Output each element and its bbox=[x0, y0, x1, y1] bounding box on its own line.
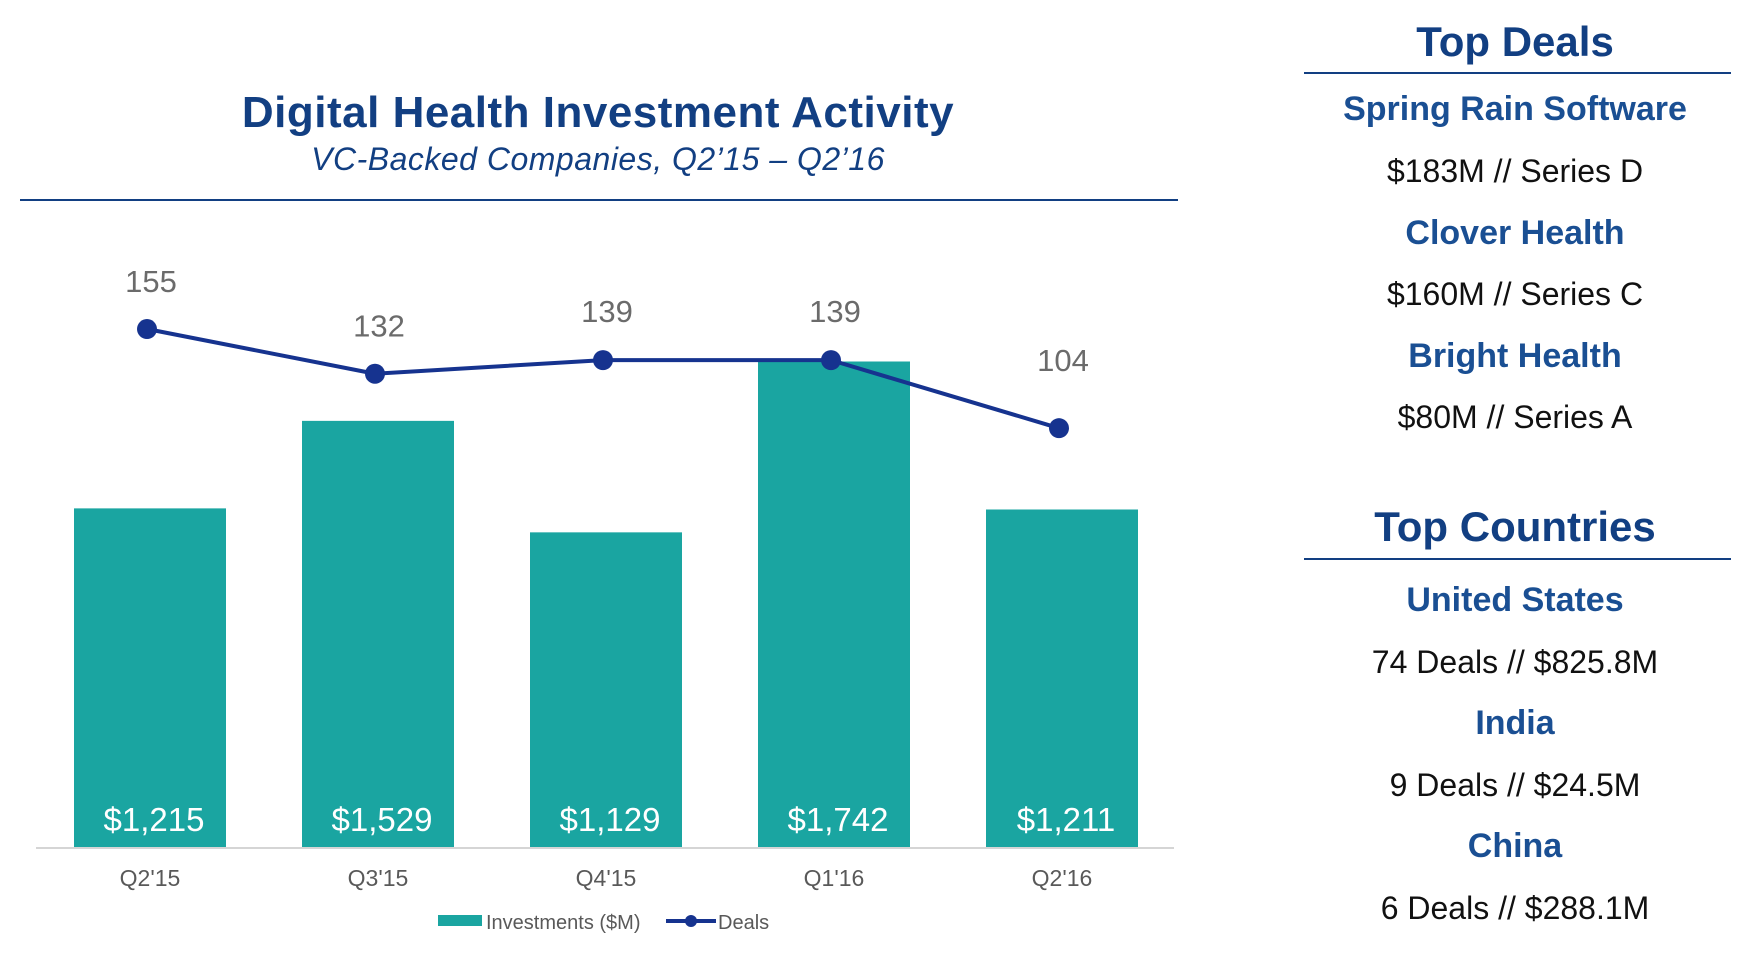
deals-value-label: 104 bbox=[1037, 343, 1089, 378]
deals-point bbox=[821, 350, 841, 371]
side-panel: Top Deals Spring Rain Software $183M // … bbox=[1300, 0, 1731, 972]
legend-investments-swatch bbox=[438, 915, 482, 926]
deals-value-label: 132 bbox=[353, 309, 405, 344]
deals-point bbox=[593, 350, 613, 371]
top-countries-heading: Top Countries bbox=[1374, 503, 1656, 550]
chart-subtitle: VC-Backed Companies, Q2’15 – Q2’16 bbox=[311, 141, 885, 177]
investment-bar bbox=[302, 420, 454, 847]
title-divider bbox=[20, 199, 1178, 201]
deals-point bbox=[365, 363, 385, 384]
deal-name: Clover Health bbox=[1405, 214, 1625, 252]
investment-value-label: $1,211 bbox=[1017, 801, 1115, 838]
x-tick-label: Q2'16 bbox=[1032, 865, 1093, 891]
deals-point bbox=[1049, 418, 1069, 439]
legend-deals-label: Deals bbox=[718, 912, 769, 934]
deals-value-label: 139 bbox=[581, 294, 633, 329]
combo-chart: $1,215 $1,529 $1,129 $1,742 $1,211 Q2'15 Q3'15… bbox=[36, 264, 1174, 934]
deal-name: Bright Health bbox=[1408, 337, 1622, 375]
deals-line bbox=[146, 327, 1060, 431]
x-tick-label: Q4'15 bbox=[576, 865, 637, 891]
x-tick-label: Q1'16 bbox=[804, 865, 865, 891]
country-detail: 9 Deals // $24.5M bbox=[1389, 767, 1641, 803]
investment-value-label: $1,529 bbox=[332, 801, 433, 838]
country-name: China bbox=[1467, 827, 1563, 865]
country-detail: 74 Deals // $825.8M bbox=[1371, 644, 1659, 680]
deal-detail: $160M // Series C bbox=[1386, 276, 1644, 312]
deal-detail: $183M // Series D bbox=[1386, 153, 1644, 189]
investment-bar bbox=[758, 361, 910, 847]
deals-value-label: 155 bbox=[125, 264, 177, 299]
x-tick-label: Q3'15 bbox=[348, 865, 409, 891]
legend-deals-marker bbox=[685, 915, 697, 927]
investment-bar bbox=[986, 509, 1138, 847]
country-name: India bbox=[1475, 704, 1555, 742]
deal-detail: $80M // Series A bbox=[1397, 399, 1633, 435]
investment-bar bbox=[530, 532, 682, 847]
investment-bar bbox=[74, 508, 226, 847]
deal-name: Spring Rain Software bbox=[1343, 90, 1687, 128]
legend-investments-label: Investments ($M) bbox=[486, 912, 640, 934]
top-deals-divider bbox=[1304, 72, 1731, 74]
country-detail: 6 Deals // $288.1M bbox=[1380, 890, 1650, 926]
investment-value-label: $1,215 bbox=[104, 801, 205, 838]
investment-value-label: $1,129 bbox=[560, 801, 661, 838]
country-name: United States bbox=[1406, 581, 1624, 619]
chart-panel: Digital Health Investment Activity VC-Ba… bbox=[20, 88, 1178, 934]
deals-point bbox=[137, 319, 157, 340]
top-deals-heading: Top Deals bbox=[1416, 18, 1614, 65]
top-countries-divider bbox=[1304, 558, 1731, 560]
investment-value-label: $1,742 bbox=[788, 801, 889, 838]
chart-title: Digital Health Investment Activity bbox=[241, 88, 955, 137]
deals-value-label: 139 bbox=[809, 294, 861, 329]
x-tick-label: Q2'15 bbox=[120, 865, 181, 891]
